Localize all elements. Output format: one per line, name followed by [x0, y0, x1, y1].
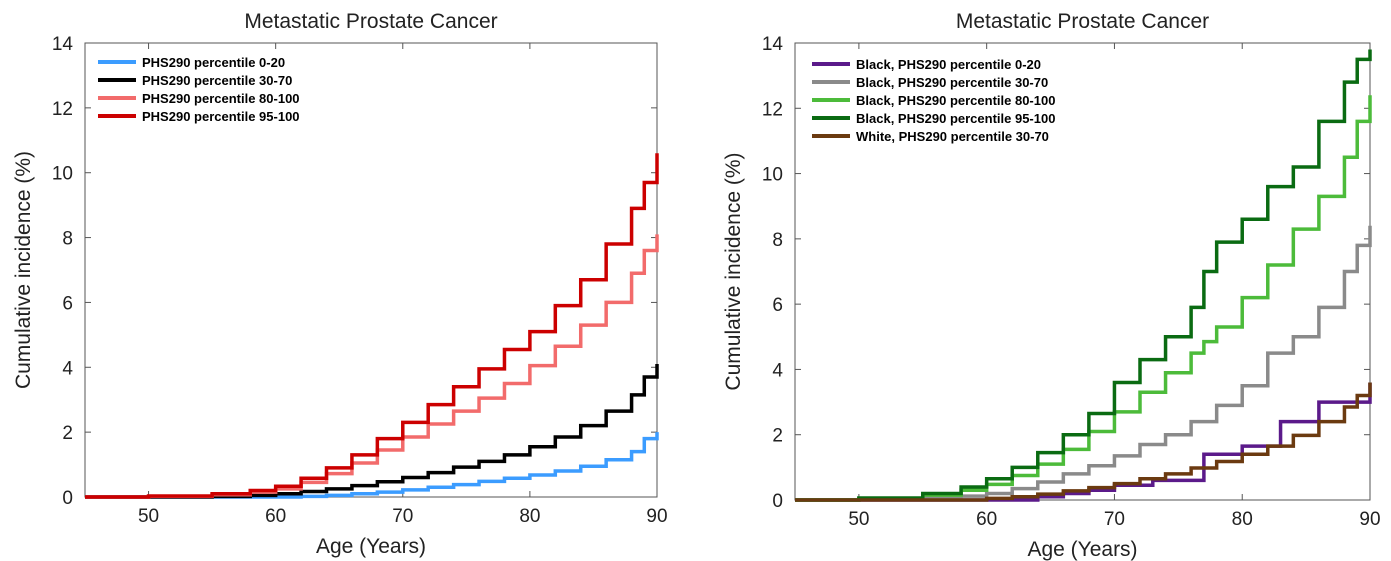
- x-tick-label: 70: [1104, 509, 1125, 530]
- legend: Black, PHS290 percentile 0-20 Black, PHS2…: [812, 57, 1055, 144]
- legend-label: PHS290 percentile 0-20: [142, 55, 285, 70]
- chart-panel-1: Metastatic Prostate Cancer 50 60 70 80 90 0 2 4 6…: [12, 10, 668, 558]
- x-tick-label: 60: [976, 509, 997, 530]
- series-line-3: [795, 95, 1372, 502]
- legend-label: PHS290 percentile 30-70: [142, 73, 292, 88]
- x-tick-label: 80: [1232, 509, 1253, 530]
- y-tick-label: 8: [62, 229, 73, 250]
- legend-label: PHS290 percentile 80-100: [142, 91, 300, 106]
- x-tick-label: 50: [138, 506, 159, 527]
- legend-label: PHS290 percentile 95-100: [142, 109, 300, 124]
- legend-label: White, PHS290 percentile 30-70: [856, 129, 1049, 144]
- x-axis-label: Age (Years): [316, 535, 426, 558]
- legend-label: Black, PHS290 percentile 80-100: [856, 93, 1055, 108]
- x-tick-label: 70: [392, 506, 413, 527]
- y-tick-label: 6: [772, 295, 783, 316]
- x-tick-label: 90: [1359, 509, 1380, 530]
- x-tick-label: 50: [848, 509, 869, 530]
- y-tick-label: 10: [762, 165, 783, 186]
- y-tick-label: 8: [772, 230, 783, 251]
- y-tick-label: 12: [52, 99, 73, 120]
- x-axis-label: Age (Years): [1027, 538, 1137, 561]
- legend-label: Black, PHS290 percentile 0-20: [856, 57, 1041, 72]
- y-tick-label: 14: [762, 34, 784, 55]
- x-tick-label: 80: [519, 506, 540, 527]
- series-line-5: [795, 382, 1372, 502]
- chart-title: Metastatic Prostate Cancer: [956, 10, 1209, 33]
- y-axis-label: Cumulative incidence (%): [722, 152, 745, 390]
- y-tick-label: 0: [62, 488, 73, 509]
- series-line-2: [795, 225, 1372, 502]
- chart-panel-2: Metastatic Prostate Cancer 50 60 70 80 90 0 2 4 6…: [722, 10, 1381, 561]
- series-line-4: [85, 153, 659, 499]
- x-tick-label: 90: [646, 506, 667, 527]
- y-tick-label: 6: [62, 293, 73, 314]
- y-tick-label: 2: [62, 423, 73, 444]
- plot-area: [794, 42, 1371, 501]
- y-axis-label: Cumulative incidence (%): [12, 151, 35, 389]
- y-tick-label: 14: [52, 34, 74, 55]
- y-tick-label: 4: [62, 358, 73, 379]
- series-line-4: [795, 49, 1372, 502]
- y-tick-label: 2: [772, 426, 783, 447]
- legend: PHS290 percentile 0-20 PHS290 percentile …: [98, 55, 300, 124]
- legend-label: Black, PHS290 percentile 95-100: [856, 111, 1055, 126]
- x-tick-label: 60: [265, 506, 286, 527]
- y-tick-label: 10: [52, 164, 73, 185]
- legend-label: Black, PHS290 percentile 30-70: [856, 75, 1048, 90]
- y-tick-label: 4: [772, 360, 783, 381]
- series-line-1: [85, 432, 659, 499]
- y-tick-label: 0: [772, 491, 783, 512]
- y-tick-label: 12: [762, 99, 783, 120]
- chart-title: Metastatic Prostate Cancer: [244, 10, 497, 33]
- plot-area: [84, 42, 658, 498]
- series-line-2: [85, 364, 659, 499]
